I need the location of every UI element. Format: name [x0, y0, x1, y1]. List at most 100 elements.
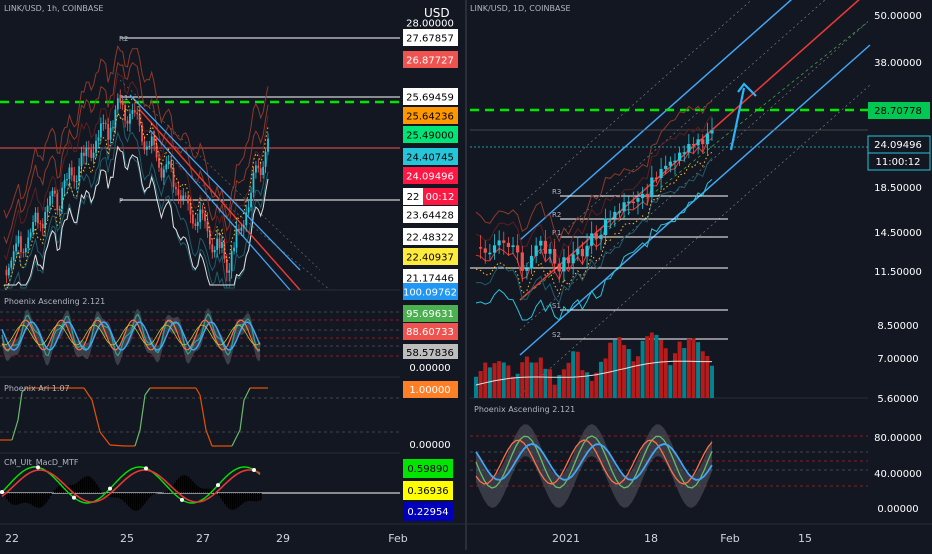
left-candle-body	[115, 110, 117, 128]
right-volume-bar	[534, 362, 538, 398]
left-macd-hist	[118, 493, 120, 498]
left-macd-scale-label: 0.22954	[407, 507, 448, 518]
left-macd-hist	[128, 493, 130, 507]
right-volume-bar	[502, 363, 506, 398]
right-time-tick: 18	[644, 532, 658, 545]
right-volume-bar	[705, 356, 709, 398]
left-macd-hist	[140, 493, 142, 508]
right-candle-body	[710, 130, 713, 133]
right-candle-body	[659, 169, 662, 178]
left-candle-body	[122, 103, 124, 105]
left-candle-body	[88, 148, 90, 150]
left-macd-hist	[90, 477, 92, 493]
left-candle-body	[95, 141, 97, 153]
right-candle-body	[599, 235, 602, 239]
left-candle-body	[81, 153, 83, 167]
left-candle-body	[177, 189, 179, 195]
left-macd-hist	[96, 484, 98, 493]
right-candle-body	[701, 139, 704, 144]
right-candle-body	[502, 240, 505, 242]
left-macd-hist	[16, 493, 18, 505]
left-candle-body	[13, 251, 15, 260]
left-macd-title: CM_Ult_MacD_MTF	[4, 458, 78, 467]
left-macd-hist	[18, 493, 20, 504]
currency-label[interactable]: USD	[424, 6, 450, 20]
right-volume-bar	[668, 365, 672, 398]
left-candle-body	[32, 222, 34, 232]
left-candle-body	[93, 153, 95, 158]
left-candle-body	[134, 110, 136, 112]
left-candle-body	[119, 98, 121, 103]
left-macd-hist	[112, 493, 114, 497]
left-candle-body	[253, 173, 255, 193]
left-macd-hist	[36, 493, 38, 507]
left-macd-scale-label: 0.59890	[407, 464, 448, 475]
left-macd-hist	[120, 493, 122, 499]
left-candle-body	[214, 250, 216, 252]
left-time-tick: 22	[5, 532, 19, 545]
left-macd-hist	[234, 493, 236, 509]
left-macd-hist	[84, 477, 86, 493]
left-osc-scale-label: 0.00000	[409, 363, 450, 374]
left-candle-body	[139, 114, 141, 125]
right-pivot-label: R3	[552, 188, 561, 196]
right-candle-body	[613, 212, 616, 218]
left-macd-cross	[252, 468, 256, 472]
left-macd-hist	[92, 479, 94, 493]
left-macd-hist	[202, 488, 204, 493]
left-tag-time: 00:12	[426, 192, 455, 203]
left-candle-body	[211, 244, 213, 252]
left-candle-body	[100, 123, 102, 137]
right-volume-bar	[613, 340, 617, 398]
left-candle-body	[124, 105, 126, 121]
right-candle-body	[507, 243, 510, 247]
left-candle-body	[129, 114, 131, 124]
right-candle-body	[595, 233, 598, 238]
left-macd-hist	[190, 479, 192, 493]
right-candle-body	[535, 246, 538, 256]
right-volume-bar	[701, 351, 705, 398]
left-candle-body	[144, 142, 146, 150]
left-candle-body	[25, 248, 27, 252]
left-candle-body	[102, 123, 104, 124]
right-scale-label: 11.50000	[874, 267, 922, 278]
left-macd-hist	[44, 493, 46, 505]
right-candle-body	[484, 248, 487, 252]
left-candle-body	[202, 210, 204, 214]
left-chart-title: LINK/USD, 1h, COINBASE	[4, 4, 104, 13]
left-macd-hist	[224, 493, 226, 504]
left-candle-body	[117, 98, 119, 109]
right-candle-body	[650, 178, 653, 198]
left-macd-hist	[220, 493, 222, 498]
left-macd-hist	[100, 490, 102, 493]
left-candle-body	[52, 191, 54, 196]
left-candle-body	[59, 209, 61, 210]
left-candle-body	[192, 214, 194, 223]
left-scale-label: 26.87727	[406, 56, 454, 67]
right-candle-body	[697, 139, 700, 145]
right-volume-bar	[664, 348, 668, 398]
right-candle-body	[585, 246, 588, 257]
right-volume-bar	[567, 363, 571, 398]
left-macd-hist	[194, 483, 196, 493]
left-candle-body	[182, 196, 184, 200]
right-volume-bar	[506, 366, 510, 398]
right-volume-bar	[548, 369, 552, 398]
right-volume-bar	[571, 351, 575, 398]
left-osc-scale-label: 95.69631	[406, 309, 454, 320]
left-candle-body	[156, 145, 158, 158]
left-candle-body	[42, 224, 44, 228]
left-macd-hist	[14, 493, 16, 505]
left-macd-hist	[40, 493, 42, 507]
left-candle-body	[56, 194, 58, 211]
left-scale-label: 25.69459	[406, 93, 454, 104]
left-macd-cross	[108, 487, 112, 491]
left-scale-label: 100.09762	[403, 288, 457, 299]
left-macd-hist	[94, 482, 96, 493]
left-macd-hist	[146, 493, 148, 501]
left-macd-hist	[78, 481, 80, 493]
right-candle-body	[706, 134, 709, 145]
left-macd-hist	[180, 476, 182, 493]
left-ari-scale-label: 0.00000	[409, 440, 450, 451]
